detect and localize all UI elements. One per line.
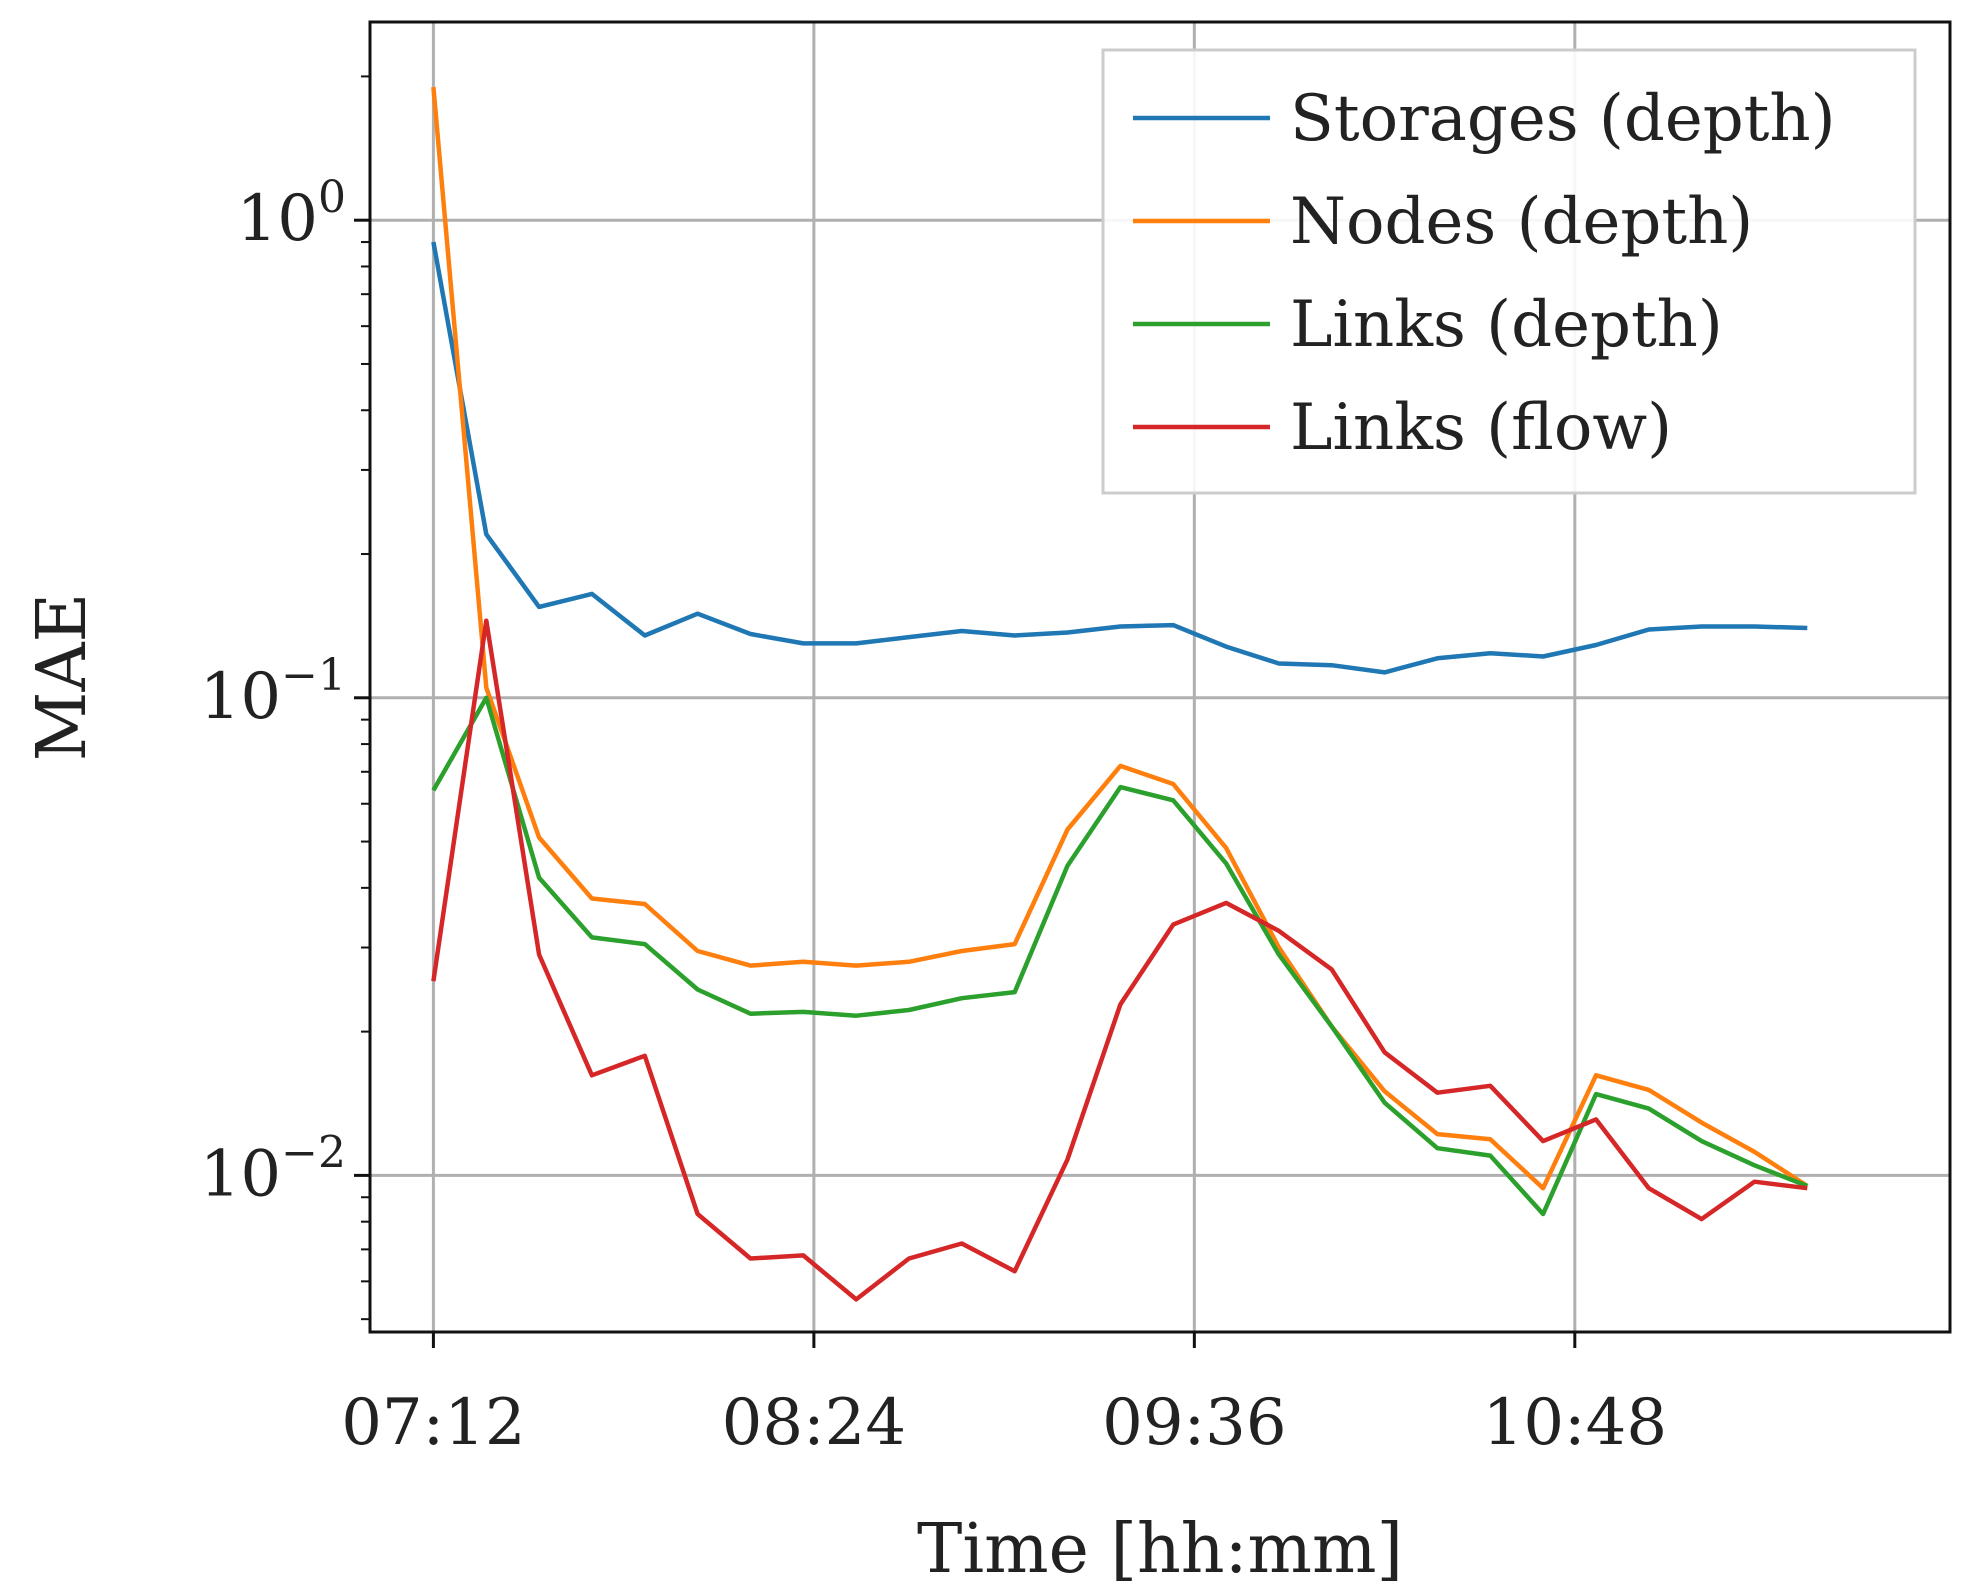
series-lines [431, 86, 1809, 1302]
series-line [431, 618, 1808, 1302]
y-tick-label-exponent: 0 [318, 172, 346, 223]
series-line [431, 86, 1809, 1191]
y-tick-label-exponent: −1 [281, 650, 346, 701]
legend-box [1101, 48, 1917, 495]
legend-label: Storages (depth) [1290, 82, 1836, 156]
x-tick-label: 07:12 [341, 1386, 525, 1460]
plot-area-frame [368, 20, 1952, 1334]
y-tick-label-base: 10 [237, 182, 318, 256]
y-axis-title: MAE [23, 593, 102, 761]
legend-label: Nodes (depth) [1290, 185, 1753, 259]
x-tick-label: 09:36 [1102, 1386, 1286, 1460]
y-tick-label: 100 [237, 172, 346, 256]
x-axis-title: Time [hh:mm] [917, 1510, 1403, 1589]
x-tick-label: 08:24 [722, 1386, 906, 1460]
x-axis-ticks: 07:12 08:24 09:36 10:48 [341, 1332, 1667, 1460]
y-tick-label-base: 10 [200, 1137, 281, 1211]
y-tick-label: 10−2 [200, 1127, 346, 1211]
y-tick-label: 10−1 [200, 650, 346, 734]
series-line [431, 241, 1808, 675]
legend-label: Links (depth) [1290, 288, 1723, 362]
legend-label: Links (flow) [1290, 391, 1672, 465]
y-tick-label-base: 10 [200, 660, 281, 734]
series-line [431, 695, 1809, 1217]
y-tick-label-exponent: −2 [281, 1127, 346, 1178]
legend: Storages (depth) Nodes (depth) Links (dept… [1101, 48, 1917, 495]
x-tick-label: 10:48 [1483, 1386, 1667, 1460]
